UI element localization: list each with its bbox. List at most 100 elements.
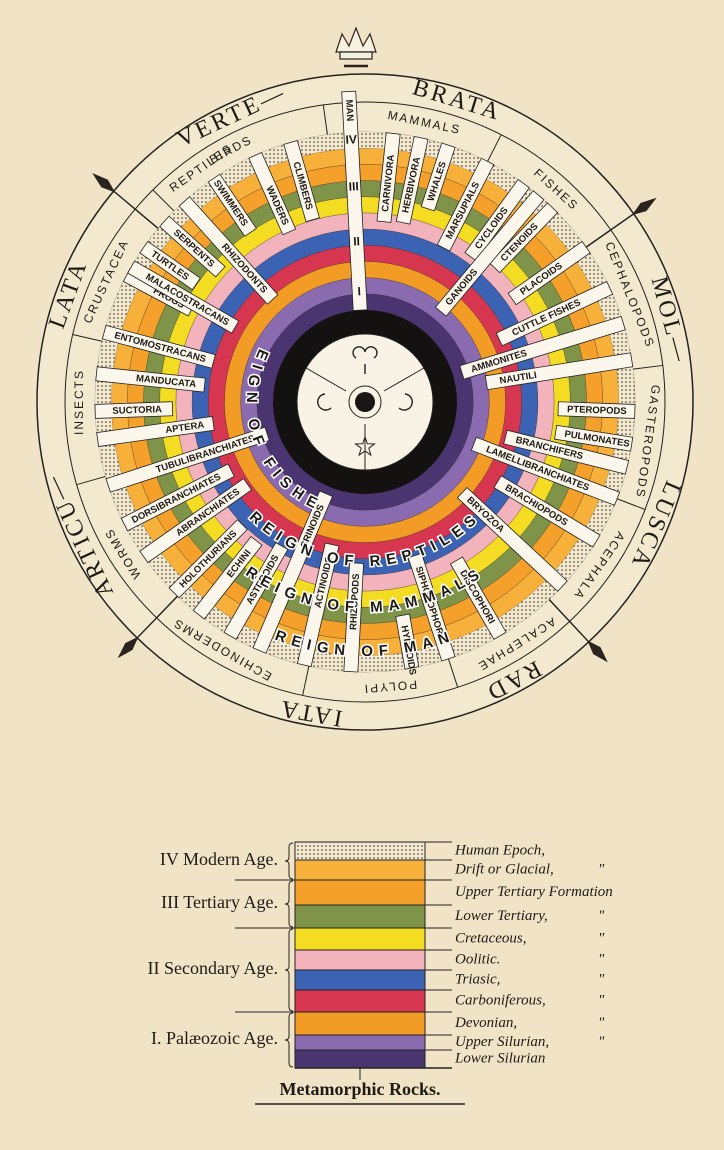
compass-point xyxy=(117,636,139,659)
age-label: II Secondary Age. xyxy=(148,958,278,978)
age-label: III Tertiary Age. xyxy=(161,892,278,912)
class-label: POLYPI xyxy=(362,677,417,696)
stratum-label: Drift or Glacial, xyxy=(454,861,554,877)
stratum-label: Lower Silurian xyxy=(454,1050,545,1066)
spoke-strip xyxy=(557,401,636,419)
spoke-strip xyxy=(395,613,420,670)
spiral-symbol xyxy=(398,393,413,411)
stratum-label: Upper Silurian, xyxy=(455,1034,549,1050)
compass-point xyxy=(92,173,116,193)
spoke-strip xyxy=(493,475,601,548)
age-label: IV Modern Age. xyxy=(160,849,278,869)
legend-swatch xyxy=(294,859,426,881)
spoke-strip xyxy=(139,477,253,564)
age-bracket xyxy=(284,928,294,1012)
spoke-strip xyxy=(464,178,530,262)
age-numeral: III xyxy=(348,179,359,194)
stratum-label: Lower Tertiary, xyxy=(454,908,548,924)
class-divider xyxy=(616,498,646,510)
class-divider xyxy=(72,334,103,342)
spoke-strip xyxy=(376,132,401,223)
legend-swatch xyxy=(294,904,426,929)
spoke-strip xyxy=(95,366,206,393)
age-bracket xyxy=(284,880,294,928)
ditto-mark: " xyxy=(598,951,605,967)
spoke-strip xyxy=(459,315,626,380)
class-divider xyxy=(632,364,663,370)
age-bracket xyxy=(284,1012,294,1068)
order-label: APTERA xyxy=(165,420,205,436)
spoke-strip xyxy=(159,215,226,278)
stratum-label: Carboniferous, xyxy=(455,992,546,1008)
class-divider xyxy=(447,658,459,688)
spoke-strip xyxy=(207,173,257,237)
spoke-strip xyxy=(507,240,591,306)
order-spoke: SUCTORIA xyxy=(94,401,174,419)
spoke-strip xyxy=(436,157,495,252)
order-spoke: MAN xyxy=(341,90,368,311)
spoke-strip xyxy=(127,260,240,334)
centre-dot xyxy=(355,392,375,412)
spoke-strip xyxy=(192,535,263,620)
legend-swatch xyxy=(294,1011,426,1036)
star-symbol xyxy=(354,435,376,457)
spoke-strip xyxy=(283,140,320,223)
compass-point xyxy=(587,640,608,663)
spoke-strip xyxy=(252,490,334,654)
spoke-strip xyxy=(101,324,216,369)
spoke-strip xyxy=(495,281,614,347)
legend-swatch xyxy=(294,927,426,951)
phylum-divider xyxy=(136,595,178,639)
ditto-mark: " xyxy=(598,908,605,924)
order-spoke: APTERA xyxy=(96,415,215,447)
ditto-mark: " xyxy=(598,992,605,1008)
compass-point xyxy=(632,197,657,216)
stratum-label: Devonian, xyxy=(454,1015,517,1031)
spoke-strip xyxy=(178,196,279,305)
class-divider xyxy=(322,104,328,135)
ditto-mark: " xyxy=(598,1034,605,1050)
compass-diamond xyxy=(632,197,657,216)
crown xyxy=(335,26,377,68)
spoke-strip xyxy=(223,541,289,640)
ditto-mark: " xyxy=(598,930,605,946)
legend-swatch xyxy=(294,949,426,971)
legend-swatch xyxy=(294,879,426,906)
spoke-strip xyxy=(94,401,174,419)
spoke-strip xyxy=(489,202,559,274)
spoke-strip xyxy=(449,556,507,640)
curl-symbol xyxy=(352,346,378,374)
class-label: INSECTS xyxy=(72,369,86,435)
order-spoke: CARNIVORA xyxy=(376,132,401,223)
age-numeral: I xyxy=(357,284,361,298)
spoke-strip xyxy=(120,463,235,532)
spoke-strip xyxy=(248,151,297,236)
spoke-strip xyxy=(296,542,340,668)
order-spoke: MANDUCATA xyxy=(95,366,206,393)
phylum-divider xyxy=(585,213,635,248)
ditto-mark: " xyxy=(598,1015,605,1031)
spiral-symbol xyxy=(317,393,332,411)
legend-swatch xyxy=(294,1049,426,1069)
order-label: PTEROPODS xyxy=(567,404,627,417)
order-label: SUCTORIA xyxy=(112,404,162,417)
spoke-strip xyxy=(503,429,630,475)
centre-divider xyxy=(305,367,347,392)
age-numeral: II xyxy=(353,234,360,248)
stratum-label: Human Epoch, xyxy=(454,842,545,858)
legend-dots xyxy=(294,841,426,861)
dotted-ring xyxy=(95,132,635,672)
spoke-strip xyxy=(456,486,568,592)
spoke-strip xyxy=(395,135,429,225)
order-spoke: NAUTILI xyxy=(484,352,634,391)
spoke-strip xyxy=(96,415,215,447)
spoke-strip xyxy=(554,424,634,452)
legend-swatch xyxy=(294,989,426,1013)
legend-swatch xyxy=(294,969,426,991)
age-numeral: IV xyxy=(345,132,357,147)
class-divider xyxy=(152,189,175,212)
stratum-label: Cretaceous, xyxy=(455,930,527,946)
stratum-label: Triasic, xyxy=(455,971,500,987)
spoke-strip xyxy=(434,190,545,317)
